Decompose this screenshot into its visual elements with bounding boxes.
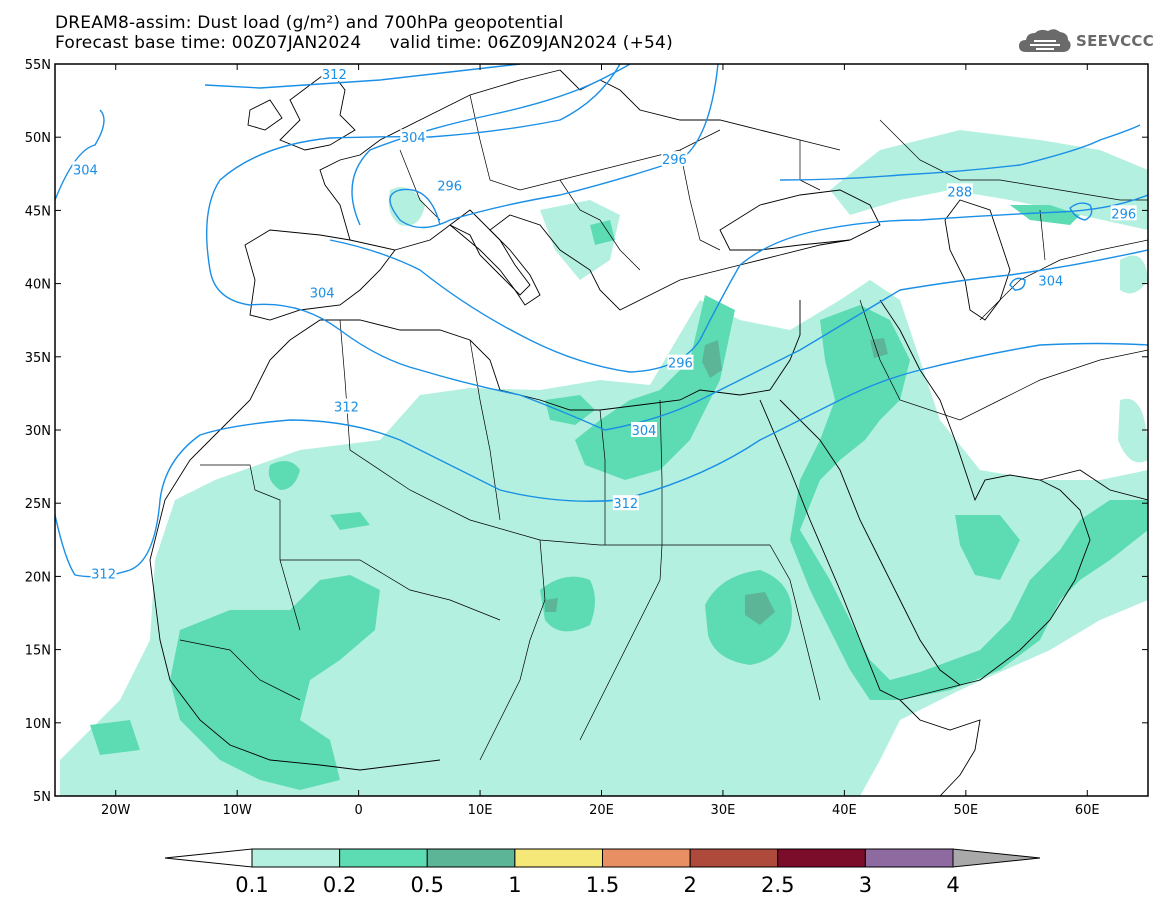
colorbar-bin <box>602 848 691 868</box>
lon-label: 10E <box>468 803 493 818</box>
dust-level-0-5 <box>545 338 888 625</box>
contour-label-bg <box>400 129 427 145</box>
contour-label: 312 <box>613 497 638 512</box>
colorbar-label: 1 <box>508 873 521 897</box>
logo-text: SEEVCCC <box>1076 32 1155 50</box>
lat-label: 15N <box>25 644 51 659</box>
lat-label: 40N <box>25 278 51 293</box>
contour-label: 304 <box>632 424 657 439</box>
lon-label: 30E <box>711 803 736 818</box>
contour-label-bg <box>72 161 99 177</box>
dust-level-0-2 <box>90 205 1148 790</box>
contour-label: 296 <box>437 180 462 195</box>
contour-label-bg <box>661 151 688 167</box>
colorbar-label: 2 <box>683 873 696 897</box>
contour-label-bg <box>946 183 973 199</box>
colorbar-label: 2.5 <box>761 873 794 897</box>
colorbar-bin <box>339 848 428 868</box>
lat-label: 10N <box>25 717 51 732</box>
lat-label: 20N <box>25 570 51 585</box>
contour-label: 304 <box>1038 275 1063 290</box>
colorbar-label: 4 <box>946 873 959 897</box>
map-axes: 55N 50N 45N 40N 35N 30N 25N 20N 15N 10N 5N 20W 10W 0 1… <box>25 58 1148 818</box>
contour-label-bg <box>436 177 463 193</box>
colorbar-bin <box>689 848 779 868</box>
lat-label: 55N <box>25 58 51 73</box>
colorbar-bin <box>777 848 866 868</box>
map-title: DREAM8-assim: Dust load (g/m²) and 700hP… <box>55 13 564 33</box>
colorbar: 0.1 0.2 0.5 1 1.5 2 2.5 3 4 <box>164 848 1041 897</box>
contour-label-bg <box>1110 205 1137 221</box>
colorbar-high-arrow <box>952 848 1041 868</box>
lat-label: 5N <box>33 790 51 805</box>
contour-label: 296 <box>1111 207 1136 222</box>
lon-label: 0 <box>354 803 362 818</box>
colorbar-bin <box>514 848 603 868</box>
contour-label: 304 <box>310 286 335 301</box>
colorbar-bin <box>251 848 341 868</box>
contour-label-bg <box>667 354 694 370</box>
lat-label: 25N <box>25 497 51 512</box>
colorbar-low-arrow <box>164 848 253 868</box>
contour-label: 312 <box>322 68 347 83</box>
seevccc-logo: SEEVCCC <box>1018 26 1154 56</box>
colorbar-label: 0.1 <box>235 873 268 897</box>
contour-label: 312 <box>334 401 359 416</box>
dust-load-field <box>60 130 1148 796</box>
colorbar-bin <box>864 848 954 868</box>
lat-label: 30N <box>25 424 51 439</box>
colorbar-label: 1.5 <box>586 873 619 897</box>
contour-label: 296 <box>662 153 687 168</box>
lon-label: 50E <box>953 803 978 818</box>
lon-label: 40E <box>832 803 857 818</box>
colorbar-label: 3 <box>859 873 872 897</box>
colorbar-label: 0.5 <box>411 873 444 897</box>
contour-label-bg <box>321 66 348 82</box>
lon-label: 20E <box>589 803 614 818</box>
contour-label-bg <box>90 565 117 581</box>
contour-label-bg <box>309 284 336 300</box>
lat-label: 35N <box>25 351 51 366</box>
contour-label: 296 <box>668 357 693 372</box>
contour-label: 304 <box>73 163 98 178</box>
contour-label-bg <box>612 495 639 511</box>
forecast-time-line: Forecast base time: 00Z07JAN2024 valid t… <box>55 33 673 53</box>
contour-label: 288 <box>947 185 972 200</box>
contour-label: 304 <box>401 131 426 146</box>
lon-label: 10W <box>222 803 252 818</box>
contour-label-bg <box>1037 272 1064 288</box>
cloud-logo-icon <box>1019 29 1071 52</box>
contour-label-bg <box>333 398 360 414</box>
contour-label-bg <box>631 422 658 437</box>
contour-label: 312 <box>91 567 116 582</box>
colorbar-label: 0.2 <box>323 873 356 897</box>
lon-label: 60E <box>1075 803 1100 818</box>
lat-label: 45N <box>25 204 51 219</box>
lat-label: 50N <box>25 131 51 146</box>
coastlines-and-borders <box>149 69 1148 796</box>
colorbar-bin <box>426 848 516 868</box>
lon-label: 20W <box>101 803 131 818</box>
contour-labels: 312 304 304 296 296 288 296 304 304 296 312 312 304 3… <box>72 66 1137 582</box>
